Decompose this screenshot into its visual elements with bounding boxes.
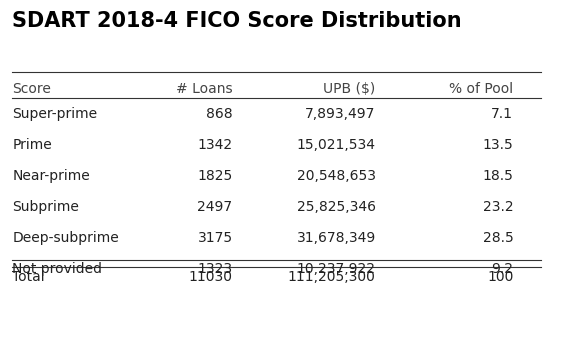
Text: 13.5: 13.5 <box>483 138 514 152</box>
Text: 25,825,346: 25,825,346 <box>297 200 376 214</box>
Text: 18.5: 18.5 <box>482 169 514 183</box>
Text: Subprime: Subprime <box>13 200 79 214</box>
Text: 2497: 2497 <box>197 200 233 214</box>
Text: Not provided: Not provided <box>13 262 103 276</box>
Text: 31,678,349: 31,678,349 <box>296 231 376 245</box>
Text: 1342: 1342 <box>197 138 233 152</box>
Text: SDART 2018-4 FICO Score Distribution: SDART 2018-4 FICO Score Distribution <box>13 11 462 31</box>
Text: Score: Score <box>13 82 51 96</box>
Text: 20,548,653: 20,548,653 <box>297 169 376 183</box>
Text: Super-prime: Super-prime <box>13 107 97 121</box>
Text: Deep-subprime: Deep-subprime <box>13 231 119 245</box>
Text: 7.1: 7.1 <box>491 107 514 121</box>
Text: 1323: 1323 <box>197 262 233 276</box>
Text: Total: Total <box>13 270 45 284</box>
Text: 10,237,922: 10,237,922 <box>297 262 376 276</box>
Text: 1825: 1825 <box>197 169 233 183</box>
Text: 11030: 11030 <box>189 270 233 284</box>
Text: 15,021,534: 15,021,534 <box>297 138 376 152</box>
Text: % of Pool: % of Pool <box>449 82 514 96</box>
Text: Prime: Prime <box>13 138 52 152</box>
Text: UPB ($): UPB ($) <box>324 82 376 96</box>
Text: # Loans: # Loans <box>176 82 233 96</box>
Text: Near-prime: Near-prime <box>13 169 90 183</box>
Text: 100: 100 <box>487 270 514 284</box>
Text: 868: 868 <box>206 107 233 121</box>
Text: 3175: 3175 <box>197 231 233 245</box>
Text: 7,893,497: 7,893,497 <box>306 107 376 121</box>
Text: 111,205,300: 111,205,300 <box>288 270 376 284</box>
Text: 9.2: 9.2 <box>491 262 514 276</box>
Text: 23.2: 23.2 <box>483 200 514 214</box>
Text: 28.5: 28.5 <box>483 231 514 245</box>
